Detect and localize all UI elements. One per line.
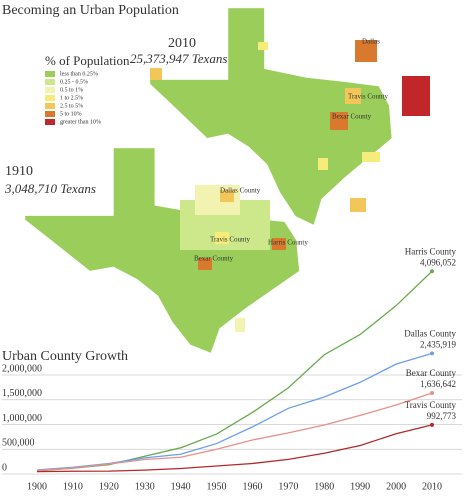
legend: less than 0.25% 0.25 - 0.5% 0.5 to 1% 1 to …: [45, 71, 101, 125]
y-tick-label: 2,000,000: [2, 363, 42, 374]
x-tick-label: 1920: [99, 481, 119, 492]
legend-label: greater than 10%: [60, 119, 101, 125]
y-tick-label: 1,500,000: [2, 388, 42, 399]
x-tick-label: 1940: [171, 481, 191, 492]
map-2010: [150, 8, 430, 225]
end-point: [430, 390, 434, 395]
value-label: 4,096,052: [420, 257, 456, 267]
end-point: [430, 351, 434, 356]
legend-swatch: [45, 119, 55, 125]
x-tick-label: 1950: [207, 481, 227, 492]
map-year: 2010: [168, 36, 196, 51]
y-tick-label: 1,000,000: [2, 413, 42, 424]
legend-label: less than 0.25%: [60, 71, 98, 77]
legend-swatch: [45, 87, 55, 93]
x-tick-label: 1980: [314, 481, 334, 492]
page-title: Becoming an Urban Population: [2, 3, 179, 18]
x-tick-label: 2010: [422, 481, 442, 492]
legend-label: 0.25 - 0.5%: [60, 79, 88, 85]
x-tick-label: 1990: [350, 481, 370, 492]
map-year: 1910: [5, 164, 33, 179]
map-1910: [25, 148, 299, 353]
map-population: 3,048,710 Texans: [4, 181, 96, 196]
legend-label: 5 to 10%: [60, 111, 82, 117]
legend-label: 0.5 to 1%: [60, 87, 83, 93]
line-chart: 0 500,000 1,000,000 1,500,000 2,000,000 1900 1…: [2, 246, 462, 492]
x-tick-label: 1910: [63, 481, 83, 492]
county-label: Bexar County: [332, 113, 372, 121]
series-label: Harris County: [405, 246, 457, 256]
value-label: 992,773: [427, 411, 457, 421]
county-label: Dallas: [362, 38, 380, 46]
legend-swatch: [45, 79, 55, 85]
map-population: 25,373,947 Texans: [130, 51, 227, 66]
series-label: Bexar County: [406, 368, 457, 378]
county-label: Harris County: [268, 239, 308, 247]
series-label: Dallas County: [404, 328, 456, 338]
x-tick-label: 2000: [386, 481, 406, 492]
county-label: Bexar County: [194, 255, 234, 263]
legend-label: 1 to 2.5%: [60, 95, 83, 101]
county-label: Travis County: [210, 236, 251, 244]
x-tick-label: 1930: [135, 481, 155, 492]
legend-swatch: [45, 95, 55, 101]
end-point: [430, 269, 434, 274]
series-label: Travis County: [405, 400, 457, 410]
series-line: [36, 392, 433, 472]
legend-title: % of Population: [45, 53, 130, 68]
series-line: [36, 270, 433, 472]
value-label: 1,636,642: [420, 379, 456, 389]
x-tick-label: 1970: [278, 481, 298, 492]
x-tick-label: 1960: [242, 481, 262, 492]
x-tick-label: 1900: [27, 481, 47, 492]
legend-swatch: [45, 103, 55, 109]
series-line: [36, 424, 433, 473]
value-label: 2,435,919: [420, 339, 457, 349]
legend-label: 2.5 to 5%: [60, 103, 83, 109]
chart-title: Urban County Growth: [2, 349, 128, 364]
end-point: [430, 422, 434, 427]
legend-swatch: [45, 71, 55, 77]
y-tick-label: 0: [2, 462, 7, 473]
y-tick-label: 500,000: [2, 438, 35, 449]
county-label: Dallas County: [220, 187, 261, 195]
county-label: Travis County: [348, 93, 389, 101]
legend-swatch: [45, 111, 55, 117]
